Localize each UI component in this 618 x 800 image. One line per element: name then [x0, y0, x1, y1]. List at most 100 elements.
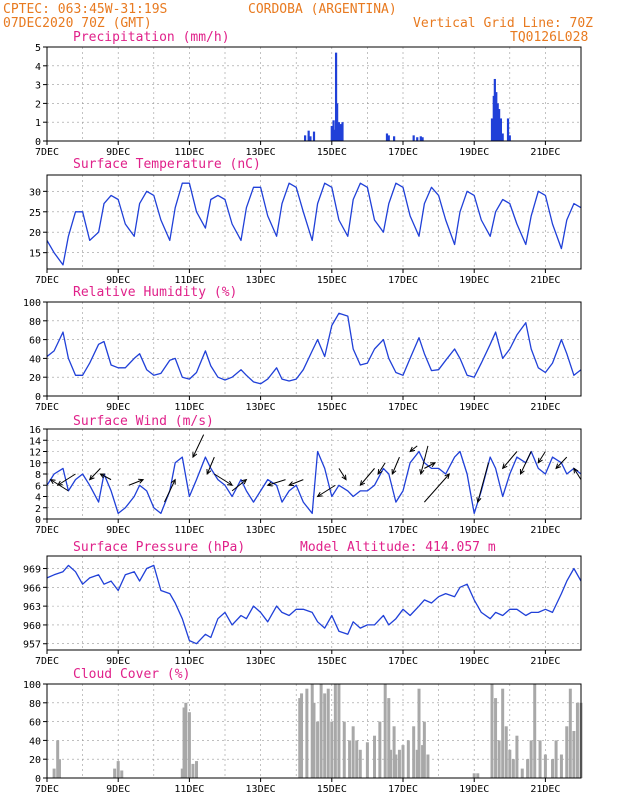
wind-arrow-shaft — [477, 462, 489, 503]
wind-arrow-head — [192, 452, 198, 459]
wind-arrow-shaft — [57, 473, 76, 486]
cloud-cover-bar — [417, 688, 421, 778]
x-tick-label: 9DEC — [106, 275, 130, 286]
wind-arrow-shaft — [214, 473, 233, 486]
precip-bar — [336, 103, 339, 141]
y-tick-label: 8 — [35, 470, 41, 481]
wind-arrow-head — [444, 473, 451, 479]
cloud-cover-bar — [412, 726, 416, 778]
y-tick-label: 60 — [29, 718, 41, 729]
panel-precipitation-title: Precipitation (mm/h) — [73, 30, 230, 45]
cloud-cover-bar — [113, 768, 117, 778]
wind-arrow-head — [138, 478, 145, 484]
y-tick-label: 40 — [29, 354, 41, 365]
cloud-cover-bar — [394, 754, 398, 778]
cloud-cover-bar — [330, 721, 334, 778]
panel-cloud-cover: 0 20 40 60 80 100 7DEC 9DEC 11DEC 13DEC 15DEC 17DEC… — [23, 680, 583, 795]
wind-arrow-shaft — [100, 473, 112, 481]
wind-arrow-head — [519, 468, 525, 476]
precip-bar — [312, 131, 316, 141]
x-tick-label: 11DEC — [174, 784, 204, 795]
wind-arrow-head — [266, 481, 273, 487]
y-tick-label: 10 — [29, 459, 41, 470]
precip-bar — [508, 135, 511, 141]
wind-arrow-shaft — [206, 456, 215, 475]
y-tick-label: 0 — [35, 774, 41, 785]
precip-bar — [493, 78, 496, 141]
panel-frame — [46, 301, 582, 397]
cloud-cover-bar — [305, 688, 309, 778]
cloud-cover-bar — [116, 761, 120, 778]
y-tick-label: 30 — [29, 187, 41, 198]
cloud-cover-bar — [476, 773, 480, 778]
wind-arrow-head — [430, 462, 437, 468]
precip-bar — [339, 124, 342, 141]
y-tick-label: 40 — [29, 736, 41, 747]
y-tick-label: 20 — [29, 755, 41, 766]
cloud-cover-bar — [494, 698, 498, 778]
cloud-cover-bar — [406, 740, 410, 778]
x-tick-label: 7DEC — [35, 402, 59, 413]
cloud-cover-bar — [358, 749, 362, 778]
panel-temperature-title: Surface Temperature (nC) — [73, 157, 261, 172]
y-tick-label: 14 — [29, 436, 41, 447]
precip-bar — [501, 133, 504, 141]
precip-bar — [499, 118, 502, 141]
x-tick-label: 17DEC — [388, 525, 418, 536]
wind-arrow-head — [501, 463, 508, 470]
wind-arrow-shaft — [424, 462, 436, 469]
wind-arrow-head — [316, 491, 323, 498]
wind-arrow-head — [241, 478, 248, 485]
cloud-cover-bar — [421, 745, 425, 778]
cloud-cover-bar — [515, 735, 519, 778]
cloud-cover-bar — [472, 773, 476, 778]
wind-arrow-head — [555, 463, 561, 470]
y-tick-label: 15 — [29, 249, 41, 260]
y-tick-label: 966 — [23, 583, 41, 594]
wind-arrow-head — [573, 467, 579, 474]
cloud-cover-bar — [415, 749, 419, 778]
y-tick-label: 0 — [35, 392, 41, 403]
y-tick-label: 5 — [35, 43, 41, 54]
wind-arrow-shaft — [267, 479, 286, 486]
header-vertical-grid-note: Vertical Grid Line: 70Z — [413, 16, 593, 31]
cloud-cover-bar — [533, 684, 537, 778]
precip-bar — [419, 136, 422, 141]
wind-arrow-head — [170, 478, 176, 485]
cloud-cover-bar — [378, 721, 382, 778]
x-tick-label: 7DEC — [35, 656, 59, 667]
cloud-cover-bar — [389, 749, 393, 778]
precip-bar — [387, 135, 390, 141]
precip-bar — [506, 118, 510, 141]
precip-bar — [385, 133, 389, 141]
cloud-cover-bar — [310, 684, 314, 778]
y-tick-label: 960 — [23, 621, 41, 632]
precip-bar — [307, 130, 310, 141]
x-tick-label: 15DEC — [317, 525, 347, 536]
header-station-coordinates: CPTEC: 063:45W-31:19S — [3, 2, 167, 17]
x-tick-label: 21DEC — [530, 402, 560, 413]
precip-bar — [393, 136, 396, 141]
x-tick-label: 21DEC — [530, 147, 560, 158]
x-tick-label: 15DEC — [317, 275, 347, 286]
cloud-cover-bar — [565, 726, 569, 778]
wind-arrow-head — [56, 480, 63, 486]
panel-wind-title: Surface Wind (m/s) — [73, 414, 214, 429]
cloud-cover-bar — [575, 702, 579, 778]
cloud-cover-bar — [392, 726, 396, 778]
panel-pressure-title: Surface Pressure (hPa) — [73, 540, 245, 555]
cloud-cover-bar — [355, 740, 359, 778]
cloud-cover-bar — [365, 742, 369, 778]
x-tick-label: 13DEC — [246, 402, 276, 413]
x-tick-label: 13DEC — [246, 275, 276, 286]
wind-arrow-shaft — [537, 451, 546, 464]
cloud-cover-bar — [387, 698, 391, 778]
precip-bar — [496, 103, 499, 141]
y-tick-label: 16 — [29, 425, 41, 436]
cloud-cover-bar — [526, 759, 530, 778]
x-tick-label: 13DEC — [246, 656, 276, 667]
cloud-cover-bar — [572, 731, 576, 778]
cloud-cover-bar — [300, 693, 304, 778]
x-tick-label: 9DEC — [106, 784, 130, 795]
y-tick-label: 3 — [35, 81, 41, 92]
